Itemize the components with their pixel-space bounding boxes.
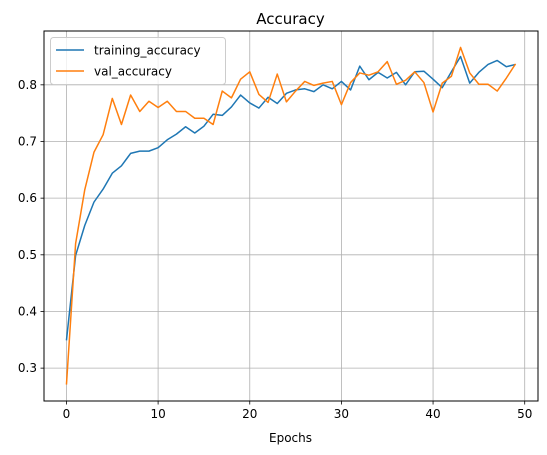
x-tick-label: 10	[150, 407, 165, 421]
plot-frame	[43, 30, 539, 402]
legend-box	[50, 37, 226, 85]
grid	[44, 31, 538, 401]
y-axis: 0.3 0.4 0.5 0.6 0.7 0.8	[18, 78, 44, 375]
chart-title: Accuracy	[256, 10, 325, 28]
legend: training_accuracy val_accuracy	[50, 37, 226, 85]
legend-label: training_accuracy	[94, 44, 201, 58]
y-tick-label: 0.7	[18, 134, 37, 148]
y-tick-label: 0.5	[18, 248, 37, 262]
x-axis-label: Epochs	[269, 431, 312, 445]
series-line-val-accuracy	[65, 46, 517, 385]
legend-label: val_accuracy	[94, 65, 172, 79]
y-tick-label: 0.6	[18, 191, 37, 205]
y-tick-label: 0.8	[18, 78, 37, 92]
y-tick-label: 0.4	[18, 304, 37, 318]
x-tick-label: 40	[425, 407, 440, 421]
x-tick-label: 50	[517, 407, 532, 421]
y-tick-label: 0.3	[18, 361, 37, 375]
series-lines	[65, 46, 517, 385]
x-axis: 0 10 20 30 40 50	[63, 401, 532, 421]
x-tick-label: 20	[242, 407, 257, 421]
x-tick-label: 0	[63, 407, 71, 421]
x-tick-label: 30	[334, 407, 349, 421]
